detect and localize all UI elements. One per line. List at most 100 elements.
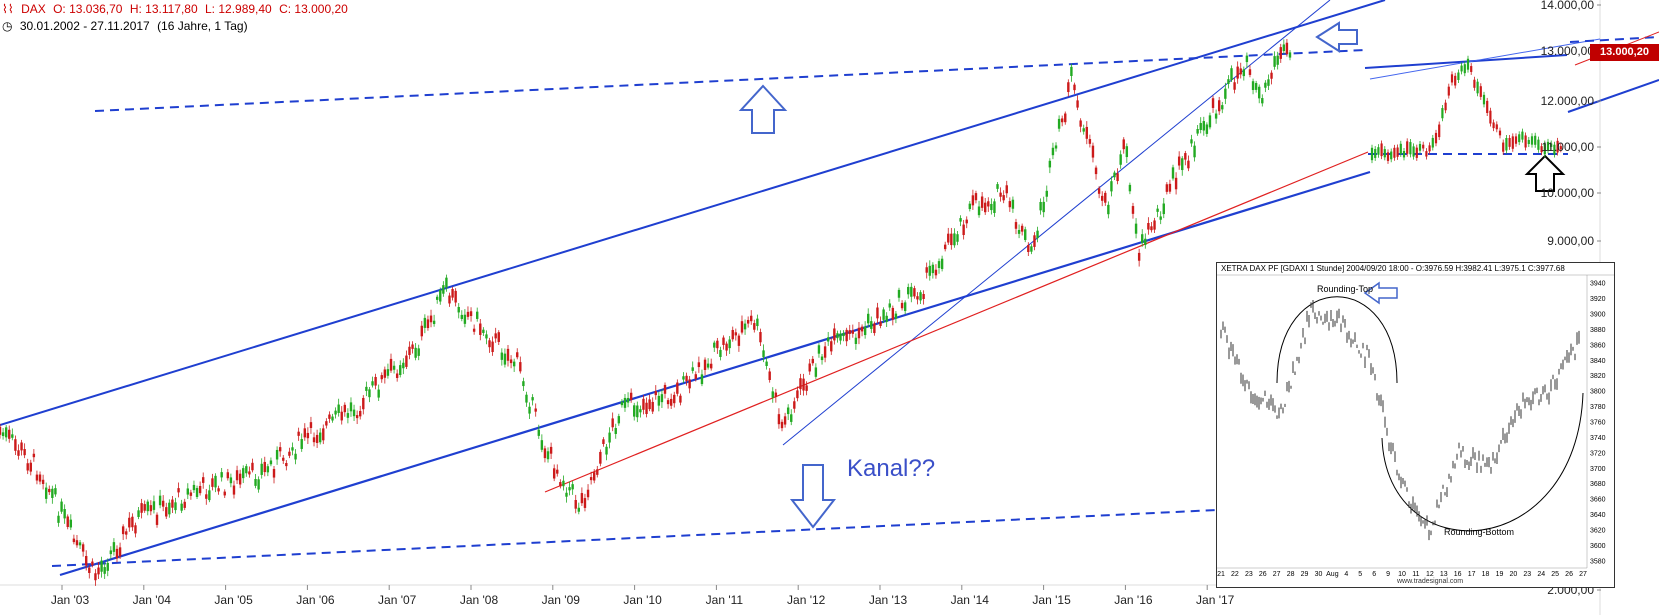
- price-candle: [340, 411, 343, 421]
- price-candle: [435, 296, 439, 300]
- x-tick-label: Jan '15: [1032, 593, 1071, 607]
- clock-icon: ◷: [2, 19, 13, 33]
- y-tick-label: 10.000,00: [1541, 186, 1595, 200]
- price-candle: [63, 509, 66, 519]
- price-candle: [734, 332, 738, 336]
- price-candle: [543, 448, 547, 459]
- price-candle: [1024, 229, 1027, 240]
- price-candle: [1097, 188, 1101, 194]
- inset-x-tick-label: 16: [1454, 571, 1462, 578]
- inset-x-tick-label: 6: [1372, 571, 1376, 578]
- price-candle: [463, 314, 467, 324]
- price-candle: [916, 296, 919, 300]
- zoom-candle: [1406, 141, 1409, 154]
- price-candle: [352, 409, 356, 417]
- price-candle: [365, 386, 368, 391]
- price-candle: [368, 389, 371, 398]
- price-candle: [580, 493, 584, 504]
- inset-x-tick-label: 23: [1245, 571, 1253, 578]
- price-candle: [814, 367, 818, 377]
- price-candle: [1202, 121, 1205, 131]
- price-candle: [503, 353, 507, 365]
- inset-x-tick-label: Aug: [1326, 571, 1339, 578]
- x-tick-label: Jan '11: [706, 593, 744, 607]
- price-candle: [186, 488, 190, 495]
- zoom-candle: [1527, 139, 1530, 145]
- zoom-candle: [1463, 64, 1466, 74]
- price-candle: [1156, 208, 1159, 212]
- price-candle: [223, 491, 226, 496]
- price-candle: [48, 488, 51, 493]
- zoom-candle: [1390, 151, 1393, 160]
- dashed-resistance-line: [94, 49, 1366, 112]
- price-candle: [482, 329, 485, 333]
- inset-x-tick-label: 23: [1523, 571, 1531, 578]
- zoom-candle: [1495, 124, 1498, 130]
- inset-y-tick-label: 3860: [1590, 342, 1606, 349]
- price-candle: [851, 330, 855, 334]
- price-candle: [620, 401, 624, 406]
- price-candle: [155, 514, 159, 525]
- price-candle: [420, 325, 423, 337]
- price-candle: [577, 507, 581, 512]
- price-candle: [78, 542, 82, 546]
- price-candle: [125, 531, 128, 535]
- price-candle: [651, 401, 654, 412]
- price-candle: [100, 560, 103, 572]
- price-candle: [69, 519, 73, 528]
- zoom-candle: [1441, 108, 1444, 119]
- zoom-candle: [1470, 66, 1473, 72]
- price-candle: [278, 447, 282, 452]
- price-candle: [1057, 118, 1061, 129]
- x-tick-label: Jan '08: [460, 593, 499, 607]
- inset-x-tick-label: 27: [1579, 571, 1587, 578]
- price-candle: [928, 265, 931, 276]
- zoom-candle: [1386, 152, 1390, 161]
- price-candle: [984, 202, 987, 213]
- red-support-line: [544, 151, 1369, 493]
- price-candle: [654, 391, 657, 396]
- rounding-top-label: Rounding-Top: [1317, 284, 1374, 294]
- price-candle: [891, 307, 895, 320]
- price-candle: [870, 321, 873, 329]
- price-candle: [1224, 88, 1227, 99]
- price-candle: [922, 294, 925, 299]
- price-candle: [217, 488, 220, 492]
- price-candle: [589, 477, 593, 481]
- price-candle: [1011, 199, 1015, 209]
- price-candle: [146, 501, 149, 512]
- price-candle: [660, 394, 664, 403]
- price-candle: [198, 486, 202, 494]
- price-candle: [753, 323, 756, 330]
- price-candle: [574, 500, 577, 509]
- price-candle: [593, 472, 596, 481]
- price-candle: [377, 389, 380, 398]
- price-candle: [260, 463, 263, 475]
- price-candle: [1162, 203, 1165, 215]
- price-candle: [1208, 115, 1212, 128]
- x-tick-label: Jan '06: [296, 593, 335, 607]
- inset-x-tick-label: 22: [1231, 571, 1239, 578]
- arrow-down-icon: [789, 464, 837, 529]
- price-candle: [1036, 230, 1039, 239]
- price-candle: [322, 428, 325, 441]
- price-candle: [359, 410, 362, 417]
- price-candle: [1193, 145, 1196, 158]
- price-candle: [399, 365, 402, 376]
- price-candle: [556, 469, 559, 474]
- price-candle: [88, 567, 91, 573]
- price-candle: [512, 361, 516, 367]
- price-candle: [454, 290, 457, 303]
- price-candle: [602, 439, 605, 445]
- price-candle: [1227, 79, 1230, 84]
- inset-x-tick-label: 29: [1301, 571, 1309, 578]
- price-candle: [790, 414, 793, 422]
- price-candle: [980, 196, 984, 208]
- inset-y-tick-label: 3760: [1590, 420, 1606, 427]
- inset-x-tick-label: 4: [1344, 571, 1348, 578]
- price-candle: [599, 451, 602, 464]
- price-candle: [1276, 55, 1279, 65]
- price-candle: [968, 203, 972, 210]
- price-candle: [245, 466, 248, 474]
- price-candle: [679, 395, 682, 403]
